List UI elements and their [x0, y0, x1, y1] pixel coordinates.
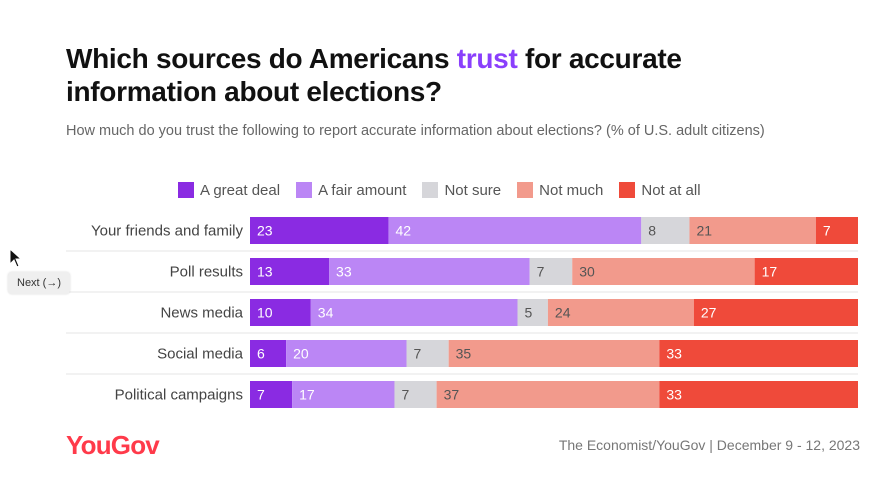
data-label: 20 — [293, 346, 309, 362]
bar-segment — [815, 217, 858, 244]
category-label: Your friends and family — [91, 223, 244, 240]
next-button[interactable]: Next (→) — [8, 272, 70, 294]
data-label: 37 — [444, 387, 460, 403]
bar-segment — [250, 299, 311, 326]
data-label: 33 — [336, 264, 352, 280]
legend-swatch — [517, 182, 534, 198]
data-label: 23 — [257, 223, 273, 239]
bar-segment — [394, 381, 437, 408]
bar-segment — [448, 340, 660, 367]
data-label: 7 — [537, 264, 545, 280]
data-label: 42 — [395, 223, 411, 239]
data-label: 35 — [456, 346, 472, 362]
bar-segment — [436, 381, 660, 408]
bar-segment — [517, 299, 548, 326]
bar-segment — [310, 299, 518, 326]
legend-swatch — [178, 182, 194, 198]
bar-segment — [388, 217, 642, 244]
title-part1: Which sources do Americans — [66, 43, 457, 74]
data-label: 13 — [257, 264, 273, 280]
data-label: 17 — [299, 387, 315, 403]
title-part2: for accurate information about elections… — [66, 43, 682, 107]
bar-segment — [754, 258, 858, 285]
bar-segment — [250, 381, 293, 408]
data-label: 24 — [555, 305, 571, 321]
yougov-logo: YouGov — [66, 430, 160, 460]
bar-segment — [329, 258, 530, 285]
legend-swatch — [296, 182, 313, 198]
bar-segment — [529, 258, 573, 285]
data-label: 34 — [318, 305, 334, 321]
data-label: 7 — [401, 387, 409, 403]
bar-segment — [286, 340, 407, 367]
legend-label: A fair amount — [318, 181, 407, 199]
data-label: 17 — [762, 264, 778, 280]
data-label: 21 — [696, 223, 712, 239]
data-label: 33 — [666, 387, 682, 403]
legend-item: Not much — [517, 182, 603, 199]
source-note: The Economist/YouGov | December 9 - 12, … — [558, 437, 860, 453]
bar-segment — [659, 381, 858, 408]
data-label: 10 — [257, 305, 273, 321]
legend-item: A great deal — [178, 182, 280, 199]
category-label: Social media — [157, 346, 244, 363]
legend-label: A great deal — [200, 181, 281, 199]
data-label: 7 — [823, 223, 831, 239]
legend-label: Not at all — [641, 181, 701, 199]
legend-swatch — [619, 182, 636, 198]
data-label: 27 — [701, 305, 717, 321]
data-label: 8 — [648, 223, 656, 239]
bar-segment — [641, 217, 690, 244]
mouse-pointer-icon — [9, 248, 23, 268]
bar-segment — [547, 299, 694, 326]
bar-segment — [292, 381, 395, 408]
category-label: News media — [160, 305, 243, 322]
chart-card — [14, 12, 880, 494]
data-label: 6 — [257, 346, 265, 362]
data-label: 7 — [257, 387, 265, 403]
category-label: Political campaigns — [115, 387, 243, 404]
data-label: 7 — [414, 346, 422, 362]
bar-segment — [406, 340, 449, 367]
data-label: 33 — [666, 346, 682, 362]
bar-segment — [572, 258, 755, 285]
data-label: 30 — [579, 264, 595, 280]
chart-subtitle: How much do you trust the following to r… — [66, 123, 765, 139]
category-label: Poll results — [170, 264, 243, 281]
legend-item: A fair amount — [296, 182, 406, 199]
bar-segment — [250, 340, 287, 367]
legend-label: Not much — [539, 181, 604, 199]
chart-title: Which sources do Americans trust for acc… — [66, 42, 826, 108]
legend-label: Not sure — [444, 181, 502, 199]
legend-item: Not at all — [619, 181, 701, 199]
title-accent: trust — [456, 43, 518, 74]
bar-segment — [659, 340, 858, 367]
legend-swatch — [422, 182, 439, 198]
data-label: 5 — [525, 305, 533, 321]
legend-item: Not sure — [422, 182, 501, 199]
bar-segment — [250, 217, 389, 244]
bar-segment — [693, 299, 858, 326]
bar-segment — [689, 217, 816, 244]
chart-legend: A great deal A fair amount Not sure Not muc… — [178, 180, 717, 200]
bar-segment — [250, 258, 330, 285]
